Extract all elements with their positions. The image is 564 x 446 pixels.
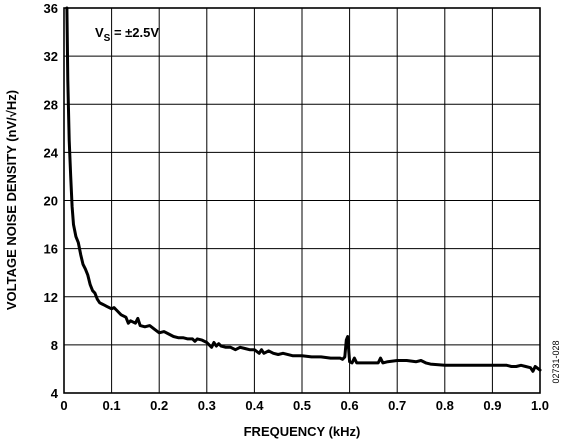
x-tick-label: 0.8 <box>436 398 454 413</box>
y-tick-label: 36 <box>44 1 58 16</box>
y-tick-label: 4 <box>51 386 59 401</box>
x-tick-label: 0.4 <box>245 398 264 413</box>
x-tick-label: 1.0 <box>531 398 549 413</box>
x-tick-label: 0 <box>60 398 67 413</box>
y-tick-label: 24 <box>44 145 59 160</box>
x-tick-label: 0.6 <box>341 398 359 413</box>
y-tick-label: 20 <box>44 194 58 209</box>
y-tick-label: 12 <box>44 290 58 305</box>
supply-voltage-annotation: VS = ±2.5V <box>95 25 159 44</box>
x-tick-label: 0.7 <box>388 398 406 413</box>
x-tick-label: 0.9 <box>483 398 501 413</box>
tick-labels: 0 0.1 0.2 0.3 0.4 0.5 0.6 0.7 0.8 0.9 1.0 4 8 12 16 20 2… <box>44 1 550 413</box>
annotation-rest: = ±2.5V <box>110 25 159 40</box>
grid-lines <box>64 8 540 393</box>
x-axis-label: FREQUENCY (kHz) <box>244 424 361 439</box>
x-tick-label: 0.5 <box>293 398 311 413</box>
y-tick-label: 8 <box>51 338 58 353</box>
annotation-main: V <box>95 25 104 40</box>
series-layer <box>65 6 542 373</box>
x-tick-label: 0.1 <box>103 398 121 413</box>
x-tick-label: 0.2 <box>150 398 168 413</box>
figure-id: 02731-028 <box>551 340 561 383</box>
plot-frame <box>63 7 541 394</box>
y-axis-label: VOLTAGE NOISE DENSITY (nV/√Hz) <box>4 90 19 310</box>
y-tick-label: 32 <box>44 49 58 64</box>
noise-density-curve <box>65 6 542 373</box>
y-tick-label: 16 <box>44 242 58 257</box>
y-tick-label: 28 <box>44 97 58 112</box>
x-tick-label: 0.3 <box>198 398 216 413</box>
annotation-subscript: S <box>104 33 111 44</box>
